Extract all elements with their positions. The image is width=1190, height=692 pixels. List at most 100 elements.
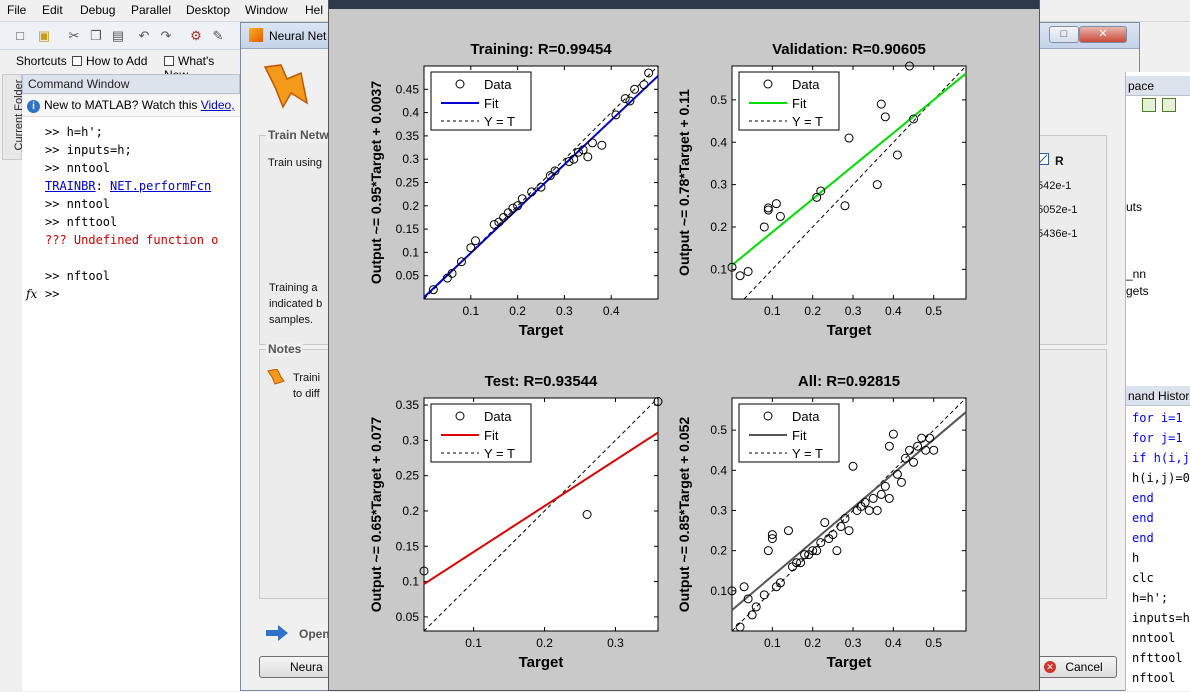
y-tick-label: 0.2 [402, 199, 419, 213]
data-point [517, 194, 527, 204]
legend-label-data: Data [792, 77, 820, 92]
x-tick-label: 0.2 [804, 636, 821, 650]
data-point [739, 582, 749, 592]
trainbr-link[interactable]: TRAINBR [45, 179, 96, 193]
x-tick-label: 0.4 [885, 304, 902, 318]
history-entry[interactable]: h(i,j)=0 [1132, 471, 1190, 485]
y-axis-label: Output ~= 0.85*Target + 0.052 [676, 417, 692, 613]
paste-icon[interactable]: ▤ [111, 28, 125, 43]
performfcn-link[interactable]: NET.performFcn [110, 179, 212, 193]
history-entry[interactable]: nftool [1132, 671, 1176, 685]
x-tick-label: 0.2 [509, 304, 526, 318]
x-axis-label: Target [827, 322, 872, 339]
open-label[interactable]: Open [299, 627, 330, 641]
menu-window[interactable]: Window [245, 3, 288, 17]
data-point [913, 441, 923, 451]
history-entry[interactable]: end [1132, 491, 1154, 505]
data-point [800, 550, 810, 560]
legend-label-identity: Y = T [484, 446, 515, 461]
data-point [836, 522, 846, 532]
workspace-item[interactable]: _nn [1126, 267, 1147, 281]
plot-title: Test: R=0.93544 [485, 373, 598, 390]
legend-data-marker [455, 411, 465, 421]
command-window[interactable]: >> h=h'; >> inputs=h; >> nntool TRAINBR:… [22, 117, 240, 691]
data-point [828, 530, 838, 540]
legend-box [738, 71, 840, 131]
data-point [508, 203, 518, 213]
legend-label-fit: Fit [484, 96, 499, 111]
cut-icon[interactable]: ✂ [68, 28, 80, 43]
data-point [428, 285, 438, 295]
legend-label-data: Data [484, 77, 512, 92]
undo-icon[interactable]: ↶ [138, 28, 150, 43]
menu-edit[interactable]: Edit [42, 3, 63, 17]
data-point [884, 441, 894, 451]
y-tick-label: 0.1 [402, 575, 419, 589]
r-value-test: 5436e-1 [1037, 228, 1078, 240]
data-point [759, 590, 769, 600]
history-entry[interactable]: nfttool [1132, 651, 1183, 665]
menu-debug[interactable]: Debug [80, 3, 116, 17]
history-entry[interactable]: for i=1 [1132, 411, 1183, 425]
new-file-icon[interactable]: □ [16, 28, 24, 43]
arrow-right-icon [266, 625, 288, 641]
y-tick-label: 0.3 [402, 433, 419, 447]
workspace-item[interactable]: gets [1126, 284, 1149, 298]
simulink-icon[interactable]: ⚙ [190, 28, 202, 43]
menu-help[interactable]: Hel [305, 3, 324, 17]
history-entry[interactable]: inputs=h [1132, 611, 1190, 625]
data-point [743, 594, 753, 604]
how-to-add-link[interactable]: How to Add [72, 54, 147, 68]
trainbr-message: TRAINBR: NET.performFcn [45, 179, 211, 193]
neural-network-start-button[interactable]: Neura [259, 656, 339, 678]
data-point [771, 199, 781, 209]
data-point [653, 397, 663, 407]
guide-icon[interactable]: ✎ [212, 28, 224, 43]
data-point [503, 208, 513, 218]
data-point [896, 477, 906, 487]
shortcuts-bar: Shortcuts How to Add What's New [0, 50, 240, 82]
how-to-add-label: How to Add [86, 54, 148, 68]
copy-icon[interactable]: ❐ [90, 28, 102, 43]
data-point [832, 546, 842, 556]
command-prompt[interactable]: >> [45, 287, 60, 301]
video-link[interactable]: Video, [200, 98, 235, 112]
data-point [796, 558, 806, 568]
data-point [892, 469, 902, 479]
close-button[interactable]: ✕ [1079, 26, 1127, 43]
data-point [812, 546, 822, 556]
history-entry[interactable]: for j=1 [1132, 431, 1183, 445]
y-tick-label: 0.05 [396, 269, 420, 283]
legend-label-identity: Y = T [792, 114, 823, 129]
new-variable-icon[interactable] [1142, 98, 1156, 112]
legend-box [430, 403, 532, 463]
menu-file[interactable]: File [7, 3, 27, 17]
history-entry[interactable]: if h(i,j [1132, 451, 1190, 465]
data-point [470, 236, 480, 246]
neural-button-label: Neura [290, 660, 323, 674]
history-entry[interactable]: clc [1132, 571, 1154, 585]
history-entry[interactable]: end [1132, 511, 1154, 525]
open-variable-icon[interactable] [1162, 98, 1176, 112]
maximize-button[interactable]: □ [1049, 26, 1079, 43]
data-point [820, 518, 830, 528]
data-point [763, 205, 773, 215]
redo-icon[interactable]: ↷ [160, 28, 172, 43]
menu-parallel[interactable]: Parallel [131, 3, 172, 17]
data-point [527, 187, 537, 197]
data-point [644, 68, 654, 78]
workspace-item[interactable]: uts [1126, 200, 1143, 214]
current-folder-tab[interactable]: Current Folder [2, 74, 25, 160]
y-tick-label: 0.25 [396, 469, 420, 483]
open-folder-icon[interactable]: ▣ [37, 28, 51, 43]
history-entry[interactable]: end [1132, 531, 1154, 545]
function-browser-icon[interactable]: fx [26, 287, 38, 301]
command-line: >> nntool [45, 161, 111, 175]
history-entry[interactable]: h [1132, 551, 1140, 565]
info-icon: i [27, 100, 40, 113]
data-point [442, 273, 452, 283]
menu-desktop[interactable]: Desktop [186, 3, 231, 17]
history-entry[interactable]: nntool [1132, 631, 1176, 645]
history-entry[interactable]: h=h'; [1132, 591, 1169, 605]
cancel-button[interactable]: ✕ Cancel [1037, 656, 1117, 678]
